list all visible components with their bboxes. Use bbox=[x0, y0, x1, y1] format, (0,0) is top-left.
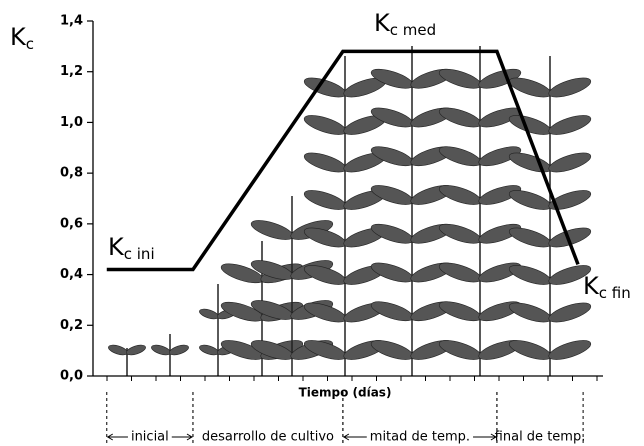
plant-leaf bbox=[126, 344, 146, 356]
plant-leaf bbox=[508, 340, 552, 360]
stage-arrow bbox=[342, 433, 367, 441]
plant-leaf bbox=[370, 340, 414, 360]
plant-leaf bbox=[508, 265, 552, 285]
annotation: Kc ini bbox=[108, 233, 155, 263]
plant-leaf bbox=[478, 146, 522, 167]
annotation-main: K bbox=[108, 233, 125, 261]
stage-arrow bbox=[171, 433, 193, 441]
y-tick-label: 1,0 bbox=[60, 115, 83, 130]
plant-leaf bbox=[303, 190, 347, 210]
plant-leaf bbox=[508, 190, 552, 210]
y-tick-label: 1,4 bbox=[60, 14, 83, 29]
plant-leaf bbox=[199, 308, 219, 320]
plant-leaf bbox=[438, 262, 482, 283]
plant-leaf bbox=[478, 185, 522, 205]
y-axis-label: Kc bbox=[10, 23, 34, 53]
kc-line bbox=[106, 49, 580, 272]
plant-leaf bbox=[250, 220, 294, 240]
annotation-main: K bbox=[583, 272, 600, 300]
plant-leaf bbox=[438, 68, 482, 89]
plant-leaf bbox=[151, 344, 171, 356]
y-tick-label: 0,4 bbox=[60, 267, 83, 282]
y-tick-label: 0,8 bbox=[60, 166, 83, 181]
plant-leaf bbox=[548, 190, 592, 210]
annotation-sub: c med bbox=[390, 21, 436, 39]
plant-leaf bbox=[438, 340, 482, 360]
stage-arrow bbox=[473, 433, 497, 441]
annotation-sub: c fin bbox=[599, 284, 631, 302]
plant-leaf bbox=[169, 344, 189, 356]
plant-leaf bbox=[370, 223, 414, 244]
plant-leaf bbox=[303, 115, 347, 135]
plant-leaf bbox=[438, 301, 482, 322]
plant-leaf bbox=[438, 223, 482, 244]
plant-leaf bbox=[478, 68, 522, 89]
y-tick-label: 0,0 bbox=[60, 369, 83, 384]
stage-label: inicial bbox=[131, 430, 169, 445]
plant-illustrations bbox=[108, 46, 592, 376]
plant-leaf bbox=[108, 344, 128, 356]
plant-leaf bbox=[303, 152, 347, 173]
plant-leaf bbox=[508, 302, 552, 323]
plant-leaf bbox=[548, 265, 592, 285]
annotation: Kc med bbox=[374, 9, 436, 39]
plant-leaf bbox=[438, 146, 482, 167]
plant-leaf bbox=[548, 302, 592, 323]
plant-leaf bbox=[438, 107, 482, 128]
plant-leaf bbox=[370, 301, 414, 322]
plant-leaf bbox=[508, 152, 552, 173]
stage-label: desarrollo de cultivo bbox=[202, 430, 334, 445]
annotation-sub: c ini bbox=[124, 245, 155, 263]
plant-leaf bbox=[548, 77, 592, 98]
stage-label: final de temp. bbox=[495, 430, 586, 445]
stage-label: mitad de temp. bbox=[370, 430, 470, 445]
y-tick-label: 0,2 bbox=[60, 318, 83, 333]
x-axis-label: Tiempo (días) bbox=[299, 386, 392, 400]
plant-leaf bbox=[370, 262, 414, 283]
plant-leaf bbox=[438, 185, 482, 205]
stage-arrow bbox=[106, 433, 128, 441]
plant-leaf bbox=[548, 152, 592, 173]
plant-leaf bbox=[508, 227, 552, 248]
annotation: Kc fin bbox=[583, 272, 631, 302]
y-tick-label: 1,2 bbox=[60, 64, 83, 79]
plant-leaf bbox=[548, 115, 592, 135]
annotation-main: K bbox=[374, 9, 391, 37]
plant-leaf bbox=[548, 340, 592, 360]
plant-leaf bbox=[199, 344, 219, 356]
y-tick-label: 0,6 bbox=[60, 216, 83, 231]
plant-leaf bbox=[370, 185, 414, 205]
